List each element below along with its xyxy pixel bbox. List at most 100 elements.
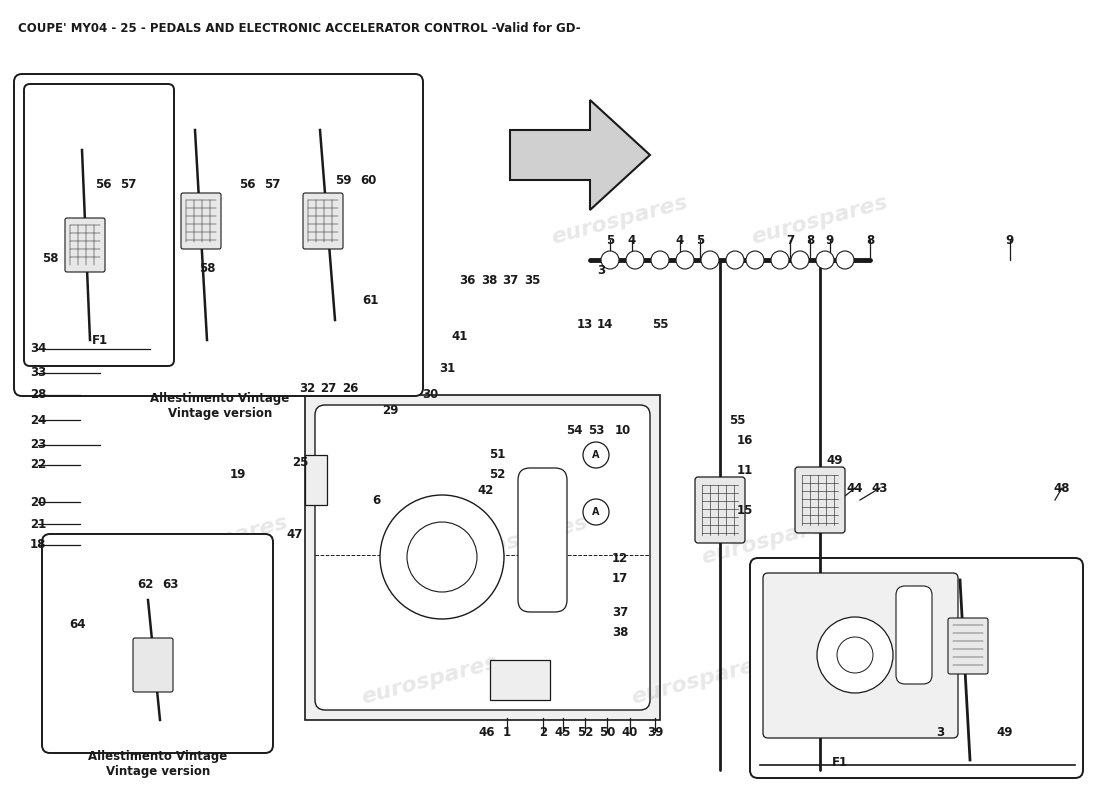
Text: 30: 30 [422,389,438,402]
Text: eurospares: eurospares [629,652,771,708]
Circle shape [626,251,644,269]
FancyBboxPatch shape [896,586,932,684]
Text: 31: 31 [439,362,455,374]
Text: 35: 35 [524,274,540,286]
Text: 58: 58 [42,251,58,265]
Text: 2: 2 [539,726,547,738]
Text: 48: 48 [1054,482,1070,494]
FancyBboxPatch shape [795,467,845,533]
Text: 38: 38 [481,274,497,286]
Text: 56: 56 [239,178,255,191]
Text: 41: 41 [452,330,469,342]
Text: F1: F1 [832,755,848,769]
Text: eurospares: eurospares [360,652,500,708]
Text: 1: 1 [503,726,512,738]
Text: 37: 37 [502,274,518,286]
Text: 42: 42 [477,483,494,497]
Text: eurospares: eurospares [150,512,290,568]
Text: A: A [592,450,600,460]
Circle shape [701,251,719,269]
Circle shape [676,251,694,269]
Text: 18: 18 [30,538,46,551]
Text: 33: 33 [30,366,46,379]
Circle shape [746,251,764,269]
Text: 34: 34 [30,342,46,355]
Text: 6: 6 [372,494,381,506]
Text: 61: 61 [362,294,378,306]
Text: 26: 26 [342,382,359,394]
FancyBboxPatch shape [24,84,174,366]
Text: 21: 21 [30,518,46,530]
Text: 32: 32 [299,382,315,394]
Text: eurospares: eurospares [749,192,891,248]
Text: 59: 59 [334,174,351,186]
Circle shape [836,251,854,269]
Text: 55: 55 [651,318,669,331]
Text: 45: 45 [554,726,571,738]
FancyBboxPatch shape [182,193,221,249]
Text: eurospares: eurospares [250,192,390,248]
Text: 5: 5 [696,234,704,246]
Text: 22: 22 [30,458,46,471]
Circle shape [583,499,609,525]
Circle shape [816,251,834,269]
Text: eurospares: eurospares [79,652,221,708]
Bar [305,395,660,720]
FancyBboxPatch shape [763,573,958,738]
Text: 54: 54 [565,423,582,437]
Text: 14: 14 [597,318,613,331]
Text: 20: 20 [30,495,46,509]
FancyBboxPatch shape [302,193,343,249]
Text: 37: 37 [612,606,628,618]
Text: 63: 63 [162,578,178,591]
Text: 56: 56 [95,178,111,191]
Text: 57: 57 [264,178,280,191]
Text: 43: 43 [872,482,888,494]
Text: 23: 23 [30,438,46,451]
Text: COUPE' MY04 - 25 - PEDALS AND ELECTRONIC ACCELERATOR CONTROL -Valid for GD-: COUPE' MY04 - 25 - PEDALS AND ELECTRONIC… [18,22,581,35]
Text: 7: 7 [785,234,794,246]
Polygon shape [510,100,650,210]
Text: 29: 29 [382,403,398,417]
Text: 55: 55 [728,414,746,426]
FancyBboxPatch shape [42,534,273,753]
Text: 58: 58 [199,262,216,274]
Text: eurospares: eurospares [450,512,591,568]
Text: 4: 4 [628,234,636,246]
FancyBboxPatch shape [65,218,104,272]
Circle shape [791,251,808,269]
Text: 60: 60 [360,174,376,186]
Text: A: A [592,507,600,517]
Text: 3: 3 [936,726,944,738]
Text: 40: 40 [621,726,638,738]
Circle shape [379,495,504,619]
Text: eurospares: eurospares [700,512,840,568]
Text: 53: 53 [587,423,604,437]
Text: 38: 38 [612,626,628,639]
Text: 16: 16 [737,434,754,446]
Text: 8: 8 [806,234,814,246]
Text: 25: 25 [292,455,308,469]
FancyBboxPatch shape [695,477,745,543]
Text: 12: 12 [612,551,628,565]
FancyBboxPatch shape [133,638,173,692]
Circle shape [583,442,609,468]
Text: 49: 49 [827,454,844,466]
Text: F1: F1 [92,334,108,346]
Text: 50: 50 [598,726,615,738]
Text: 52: 52 [488,469,505,482]
Text: 52: 52 [576,726,593,738]
Text: 3: 3 [597,263,605,277]
Text: 62: 62 [136,578,153,591]
Bar [490,660,550,700]
Text: Allestimento Vintage
Vintage version: Allestimento Vintage Vintage version [151,392,289,420]
Text: 17: 17 [612,571,628,585]
Text: 27: 27 [320,382,337,394]
Text: 44: 44 [847,482,864,494]
FancyBboxPatch shape [750,558,1084,778]
Circle shape [837,637,873,673]
Circle shape [407,522,477,592]
Text: eurospares: eurospares [549,192,691,248]
Text: 5: 5 [606,234,614,246]
Text: 4: 4 [675,234,684,246]
